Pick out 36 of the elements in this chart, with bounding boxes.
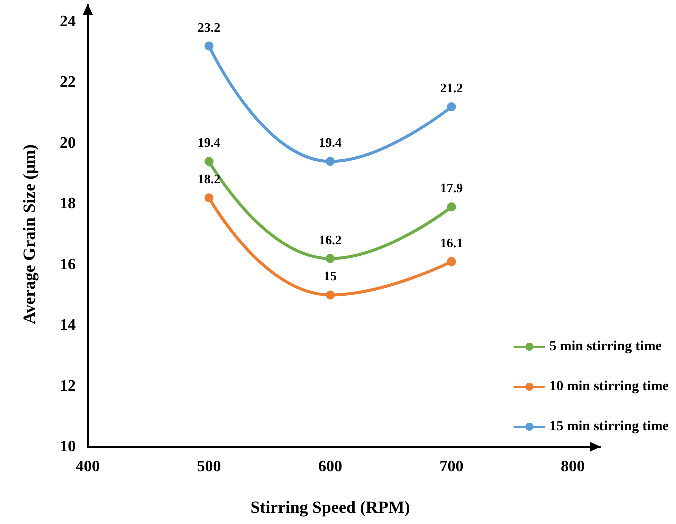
y-tick-label: 10 <box>60 438 76 456</box>
point <box>447 257 456 266</box>
data-label: 19.4 <box>198 135 222 150</box>
point <box>204 157 214 166</box>
y-tick-label: 20 <box>60 134 76 152</box>
y-axis-title: Average Grain Size (μm) <box>20 144 39 324</box>
data-label: 17.9 <box>440 180 464 196</box>
data-label: 21.2 <box>440 80 464 96</box>
data-label: 18.2 <box>198 172 221 187</box>
point <box>326 254 335 264</box>
y-tick-label: 16 <box>60 256 76 274</box>
x-tick-label: 800 <box>561 458 585 476</box>
x-tick-label: 400 <box>76 458 100 476</box>
point <box>326 290 335 300</box>
point <box>204 194 214 203</box>
point <box>326 157 335 166</box>
y-tick-label: 14 <box>60 317 76 334</box>
legend-label: 10 min stirring time <box>550 380 670 394</box>
data-label: 23.2 <box>198 20 221 35</box>
point <box>447 202 456 212</box>
y-tick-label: 18 <box>60 196 76 213</box>
legend-label: 15 min stirring time <box>550 420 670 434</box>
x-tick-label: 500 <box>197 458 222 476</box>
y-tick-label: 24 <box>60 14 76 30</box>
x-axis-title: Stirring Speed (RPM) <box>250 498 410 517</box>
data-label: 16.2 <box>319 232 342 248</box>
point <box>447 102 456 112</box>
data-label: 15 <box>324 268 338 284</box>
legend-label: 5 min stirring time <box>550 340 662 354</box>
data-label: 16.1 <box>440 235 464 250</box>
point <box>204 42 214 51</box>
y-tick-label: 22 <box>60 74 76 92</box>
x-tick-label: 600 <box>318 458 342 476</box>
y-tick-label: 12 <box>60 378 76 395</box>
data-label: 19.4 <box>319 135 342 150</box>
x-tick-label: 700 <box>440 458 464 476</box>
